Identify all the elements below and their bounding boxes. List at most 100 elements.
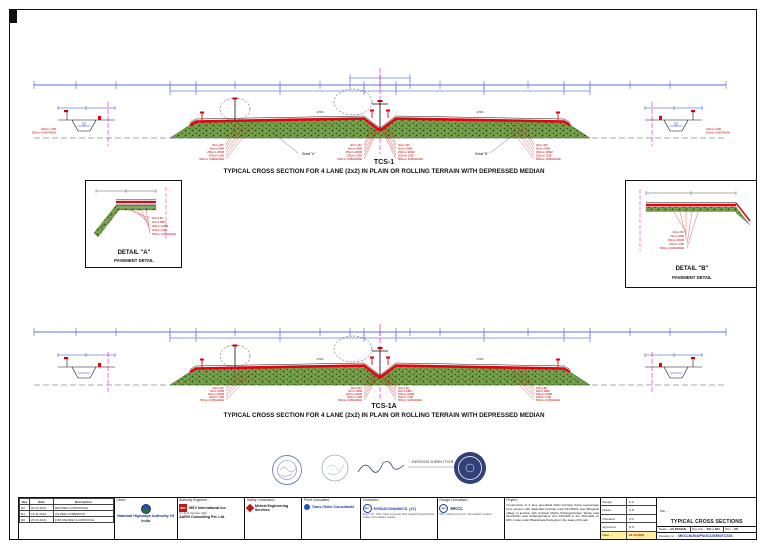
left-drain-labels: 200mm GSB 500mm SUBGRADE xyxy=(32,127,56,135)
left-drain-detail xyxy=(57,106,116,132)
leader-lines xyxy=(225,370,535,401)
right-drain-detail xyxy=(644,106,703,132)
detail-a-drawing: 40mm BC 60mm DBM 250mm WMM 200mm GSB 500mm S… xyxy=(93,187,176,263)
date-cell: 20.10.2021 xyxy=(29,516,54,523)
drawing-title: TYPICAL CROSS SECTIONS xyxy=(670,518,743,525)
contractor-label: Contractor : xyxy=(362,498,381,502)
scale-value: AS DESIGN xyxy=(670,527,686,532)
msv-logo: MSV xyxy=(179,504,188,513)
detail-ref-leaders xyxy=(271,129,521,154)
layer-stack-median-left: 40mm BC 60mm DBM 250mm WMM 200mm GSB 500mm S… xyxy=(337,143,363,161)
shoulder-mast xyxy=(232,344,238,367)
median-lighting-mast xyxy=(372,347,388,376)
round-stamp-dark xyxy=(454,452,486,484)
date-row: Date :- 20.10.2021 xyxy=(601,531,657,539)
authority-label: Authority Engineer : xyxy=(179,498,209,502)
design-label: Design Consultant : xyxy=(439,498,469,502)
median-lighting-mast xyxy=(372,100,388,129)
slope-label-left: 2.5% xyxy=(317,357,324,361)
crash-barriers xyxy=(200,356,560,367)
design-address: MKC Infrastructure Ltd., Ahmedabad, Guja… xyxy=(439,512,492,516)
proof-name: Trans Globe Consultants xyxy=(311,505,355,510)
meta-block: Design S.K. Drawn A.P. Checked V.S. Approve… xyxy=(600,498,756,539)
rev-cell: R0 xyxy=(19,516,30,523)
layer-stack-median-left: 40mm BC 60mm DBM 250mm WMM 200mm GSB 500mm S… xyxy=(338,386,362,402)
safety-consultant-block: Safety Consultant : Mehral Engineering S… xyxy=(244,498,301,539)
right-drain-detail xyxy=(644,353,703,379)
stamps-area: DESIGN DIRECTOR xyxy=(272,452,486,485)
left-drain-detail xyxy=(57,353,116,379)
tcs1-label: TCS-1 xyxy=(374,159,394,166)
size-value: 841 x 594 xyxy=(706,527,720,532)
detail-b-name: DETAIL "B" xyxy=(676,266,709,272)
client-label: Client : xyxy=(116,498,127,502)
round-stamp-light xyxy=(321,454,349,482)
drawing-number: MKCLN/304/PKG/11/GEN/TCS01 xyxy=(678,534,733,539)
design-director-label: DESIGN DIRECTOR xyxy=(412,459,454,464)
binding-mark xyxy=(10,10,17,23)
safety-name: Mehral Engineering Services xyxy=(254,504,289,513)
detail-a-box: 40mm BC 60mm DBM 250mm WMM 200mm GSB 500mm S… xyxy=(85,180,182,268)
rev-row: R0 20.10.2021 FOR REVIEW & APPROVAL xyxy=(19,516,114,523)
contractor-address: Regd. Off : 1002, Shilp Corporate Park, … xyxy=(362,512,435,519)
detail-b-ref: Detail "B" xyxy=(475,152,488,156)
drawing-number-row: Drawing no :- MKCLN/304/PKG/11/GEN/TCS01 xyxy=(658,534,733,539)
contractor-block: Contractor : MKC EVRASCON&MKCS. (JV) Reg… xyxy=(360,498,437,539)
client-block: Client : National Highways Authority Of … xyxy=(113,498,177,539)
project-description: Construction of 4 lane greenfield Delhi … xyxy=(506,502,599,523)
detail-a-embankment xyxy=(93,204,157,238)
project-label: Project : xyxy=(506,498,519,502)
tcs1-drawing: 40mm BC 60mm DBM 250mm WMM 200mm GSB 500mm S… xyxy=(32,68,730,175)
detail-b-embankment xyxy=(645,206,737,212)
detail-b-end-slope xyxy=(735,206,751,226)
leader-lines xyxy=(225,123,535,160)
authority-engineer-block: Authority Engineer : MSV MSV Internation… xyxy=(176,498,245,539)
design-name: MKCL xyxy=(450,506,464,512)
detail-a-dims xyxy=(95,189,157,193)
drawing-date: 20.10.2021 xyxy=(628,533,645,538)
tcs1a-title: TYPICAL CROSS SECTION FOR 4 LANE (2x2) I… xyxy=(223,412,545,419)
detail-a-name: DETAIL "A" xyxy=(118,250,151,256)
layer-stack-median-right: 40mm BC 60mm DBM 250mm WMM 200mm GSB 500mm S… xyxy=(398,386,422,402)
trans-globe-logo xyxy=(303,504,310,511)
proof-consultant-block: Proof Consultant : Trans Globe Consultan… xyxy=(301,498,360,539)
signoff-row: Design S.K. xyxy=(601,498,657,507)
desc-cell: FOR REVIEW & APPROVAL xyxy=(53,516,114,523)
layer-stack-outer-right: 40mm BC 60mm DBM 250mm WMM 200mm GSB 500mm S… xyxy=(536,386,560,402)
safety-label: Safety Consultant : xyxy=(246,498,276,502)
design-consultant-block: Design Consultant : MKC MKCL MKC Infrast… xyxy=(436,498,504,539)
detail-a-ref: Detail "A" xyxy=(302,152,315,156)
detail-callout-circles xyxy=(219,335,373,368)
mehral-logo xyxy=(245,504,255,513)
proof-label: Proof Consultant : xyxy=(303,498,331,502)
title-block: Rev Date Description R2 03.12.2021 REVIS… xyxy=(18,497,757,540)
mkc-logo: MKC xyxy=(439,504,449,514)
tcs1a-drawing: 40mm BC 60mm DBM 250mm WMM 200mm GSB 500mm S… xyxy=(33,324,727,419)
authority-name: MSV International Inc. xyxy=(189,506,227,511)
mkc-logo: MKC xyxy=(362,504,372,514)
nhai-logo xyxy=(140,504,151,515)
tcs1a-label: TCS-1A xyxy=(371,403,396,410)
authority-jv-note: (In Joint Venture with) xyxy=(179,511,208,516)
contractor-name: EVRASCON&MKCS. (JV) xyxy=(373,506,416,511)
layer-stack-median-right: 40mm BC 60mm DBM 250mm WMM 200mm GSB 500mm S… xyxy=(398,143,423,161)
shoulder-mast xyxy=(232,97,238,120)
rev-value: R0 xyxy=(734,527,739,532)
layer-stack-outer-right: 40mm BC 60mm DBM 250mm WMM 200mm GSB 500mm S… xyxy=(536,143,561,161)
signoff-row: Checked V.S. xyxy=(601,514,657,524)
drawing-title-row: Title :- TYPICAL CROSS SECTIONS xyxy=(657,498,756,527)
scale-row: Scale :- AS DESIGN Drg size :- 841 x 594 R… xyxy=(657,526,756,534)
revision-table: Rev Date Description R2 03.12.2021 REVIS… xyxy=(19,498,114,539)
detail-b-leaders xyxy=(673,211,699,249)
signoff-row: Approved N.K. xyxy=(601,523,657,532)
detail-a-layer-stack: 40mm BC 60mm DBM 250mm WMM 200mm GSB 500mm S… xyxy=(152,216,176,236)
crash-barriers xyxy=(200,109,560,120)
client-name: National Highways Authority Of India xyxy=(117,514,175,523)
detail-b-layer-stack: 40mm BC 60mm DBM 250mm WMM 200mm GSB 500mm S… xyxy=(660,230,684,250)
detail-b-subtitle: PAVEMENT DETAIL xyxy=(672,275,712,280)
detail-b-box: 40mm BC 60mm DBM 250mm WMM 200mm GSB 500mm S… xyxy=(625,180,757,288)
tcs1-title: TYPICAL CROSS SECTION FOR 4 LANE (2x2) I… xyxy=(223,168,545,175)
signoff-row: Drawn A.P. xyxy=(601,506,657,515)
slope-label-left: 2.5% xyxy=(317,110,324,114)
detail-a-subtitle: PAVEMENT DETAIL xyxy=(114,258,154,263)
